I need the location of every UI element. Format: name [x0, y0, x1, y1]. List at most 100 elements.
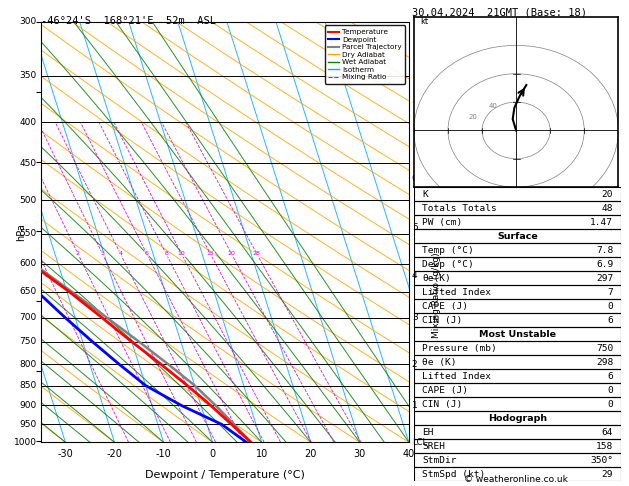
Text: 7.8: 7.8 [596, 245, 613, 255]
Bar [414, 215, 621, 229]
Bar [414, 383, 621, 397]
Text: 6: 6 [608, 315, 613, 325]
Text: 30: 30 [353, 449, 366, 459]
Text: 6.9: 6.9 [596, 260, 613, 269]
Text: θe (K): θe (K) [422, 358, 457, 366]
Text: Surface: Surface [498, 232, 538, 241]
Text: 1: 1 [412, 401, 418, 410]
Bar [414, 229, 621, 243]
Text: 400: 400 [19, 118, 36, 127]
Text: Hodograph: Hodograph [488, 414, 547, 423]
Text: km
ASL: km ASL [415, 117, 432, 137]
Text: 1.47: 1.47 [590, 218, 613, 226]
Text: StmSpd (kt): StmSpd (kt) [422, 469, 486, 479]
Text: PW (cm): PW (cm) [422, 218, 462, 226]
Text: © weatheronline.co.uk: © weatheronline.co.uk [464, 474, 568, 484]
Bar [414, 327, 621, 341]
Text: 64: 64 [602, 428, 613, 436]
Text: -10: -10 [155, 449, 172, 459]
Text: 40: 40 [403, 449, 415, 459]
Text: -46°24'S  168°21'E  52m  ASL: -46°24'S 168°21'E 52m ASL [41, 16, 216, 26]
Text: 0: 0 [209, 449, 216, 459]
Text: 550: 550 [19, 229, 36, 238]
Text: 750: 750 [19, 337, 36, 347]
Text: 6: 6 [412, 174, 418, 183]
Text: 15: 15 [206, 251, 214, 256]
Text: 700: 700 [19, 313, 36, 322]
Text: CIN (J): CIN (J) [422, 315, 462, 325]
Text: 28: 28 [253, 251, 261, 256]
Bar [414, 467, 621, 481]
Text: 4: 4 [118, 251, 123, 256]
Text: K: K [422, 190, 428, 199]
Text: CAPE (J): CAPE (J) [422, 302, 468, 311]
Text: -20: -20 [106, 449, 123, 459]
Text: Most Unstable: Most Unstable [479, 330, 556, 339]
Text: 850: 850 [19, 381, 36, 390]
Bar [414, 299, 621, 313]
Text: 600: 600 [19, 260, 36, 268]
Bar [414, 201, 621, 215]
Text: Pressure (mb): Pressure (mb) [422, 344, 497, 353]
Text: 0: 0 [608, 399, 613, 409]
Text: 750: 750 [596, 344, 613, 353]
Text: 1000: 1000 [13, 438, 36, 447]
Text: 48: 48 [602, 204, 613, 212]
Text: 20: 20 [602, 190, 613, 199]
Bar [414, 453, 621, 467]
Text: hPa: hPa [16, 223, 26, 241]
Text: 29: 29 [602, 469, 613, 479]
Text: 8: 8 [164, 251, 168, 256]
Text: 10: 10 [177, 251, 186, 256]
Text: Lifted Index: Lifted Index [422, 288, 491, 296]
Text: 300: 300 [19, 17, 36, 26]
Bar [414, 243, 621, 257]
Text: -30: -30 [57, 449, 74, 459]
Text: 7: 7 [412, 126, 418, 136]
Text: θe(K): θe(K) [422, 274, 451, 283]
Text: SREH: SREH [422, 442, 445, 451]
Text: CAPE (J): CAPE (J) [422, 385, 468, 395]
Text: 800: 800 [19, 360, 36, 369]
Text: Dewp (°C): Dewp (°C) [422, 260, 474, 269]
Text: 6: 6 [608, 372, 613, 381]
Text: 7: 7 [608, 288, 613, 296]
Bar [414, 313, 621, 327]
Text: CIN (J): CIN (J) [422, 399, 462, 409]
Text: Temp (°C): Temp (°C) [422, 245, 474, 255]
Bar [414, 187, 621, 201]
Bar [414, 285, 621, 299]
Text: Dewpoint / Temperature (°C): Dewpoint / Temperature (°C) [145, 469, 305, 480]
Text: Totals Totals: Totals Totals [422, 204, 497, 212]
Text: Mixing Ratio (g/kg): Mixing Ratio (g/kg) [432, 252, 441, 338]
Bar [414, 439, 621, 453]
Text: 350°: 350° [590, 456, 613, 465]
Text: 40: 40 [489, 103, 498, 109]
Text: 0: 0 [608, 385, 613, 395]
Text: 158: 158 [596, 442, 613, 451]
Text: 4: 4 [412, 271, 418, 280]
Text: Lifted Index: Lifted Index [422, 372, 491, 381]
Bar [414, 411, 621, 425]
Bar [414, 271, 621, 285]
Bar [414, 425, 621, 439]
Text: 20: 20 [469, 114, 477, 120]
Text: 3: 3 [412, 313, 418, 322]
Bar [414, 397, 621, 411]
Text: 6: 6 [145, 251, 148, 256]
Legend: Temperature, Dewpoint, Parcel Trajectory, Dry Adiabat, Wet Adiabat, Isotherm, Mi: Temperature, Dewpoint, Parcel Trajectory… [325, 25, 405, 84]
Text: 350: 350 [19, 71, 36, 80]
Bar [414, 341, 621, 355]
Text: StmDir: StmDir [422, 456, 457, 465]
Text: 297: 297 [596, 274, 613, 283]
Text: 20: 20 [304, 449, 317, 459]
Bar [414, 355, 621, 369]
Text: 2: 2 [76, 251, 80, 256]
Text: 950: 950 [19, 420, 36, 429]
Text: 5: 5 [412, 223, 418, 232]
Text: 2: 2 [412, 360, 418, 369]
Bar [414, 369, 621, 383]
Text: 650: 650 [19, 287, 36, 296]
Text: 30.04.2024  21GMT (Base: 18): 30.04.2024 21GMT (Base: 18) [412, 8, 587, 18]
Text: kt: kt [420, 17, 428, 26]
